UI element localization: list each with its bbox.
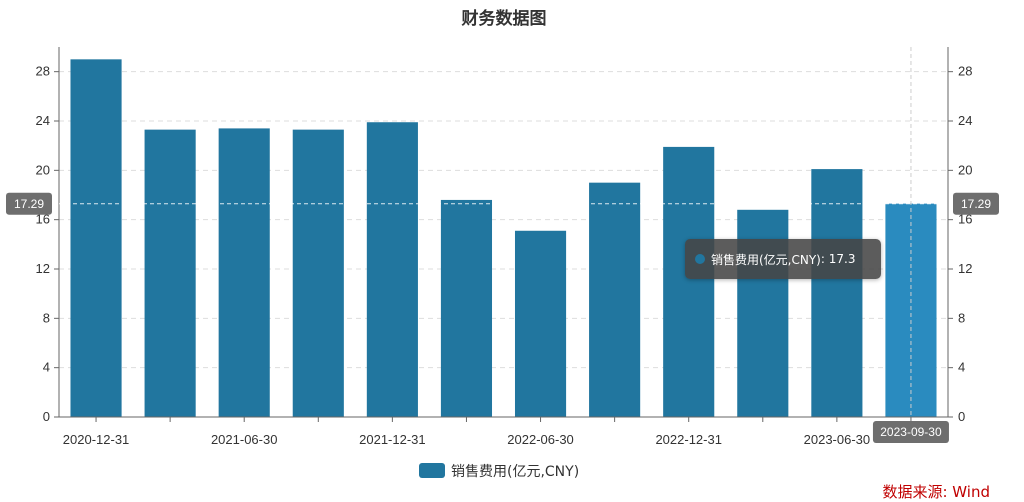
crosshair-y-badge [6, 192, 52, 215]
y-tick-label: 20 [36, 162, 50, 177]
legend[interactable]: 销售费用(亿元,CNY) [419, 463, 579, 480]
crosshair-x-badge [872, 421, 949, 443]
source-note: 数据来源: Wind [882, 483, 990, 501]
bar[interactable] [811, 169, 863, 417]
y-tick-label: 4 [43, 360, 50, 375]
crosshair-y-label-left: 17.29 [14, 197, 44, 211]
tooltip: 销售费用(亿元,CNY) : 17.3 [685, 239, 881, 279]
tooltip-series-name: 销售费用(亿元,CNY) [711, 252, 821, 267]
y-tick-label: 16 [36, 212, 50, 227]
y2-tick-label: 16 [958, 212, 972, 227]
x-tick-label: 2020-12-31 [63, 432, 130, 447]
axes: 0 0 4 4 8 8 12 12 16 16 20 20 24 24 28 28 2020-12-31 2021… [36, 47, 972, 447]
x-tick-label: 2023-06-30 [804, 432, 871, 447]
crosshair-y-label-right: 17.29 [961, 197, 991, 211]
crosshair: 17.29 17.29 2023-09-30 [6, 47, 999, 443]
x-tick-label: 2021-12-31 [359, 432, 426, 447]
y2-tick-label: 0 [958, 409, 965, 424]
tooltip-marker-icon [695, 254, 705, 264]
y2-tick-label: 24 [958, 113, 972, 128]
bar[interactable] [144, 129, 196, 417]
crosshair-y2-badge [953, 192, 999, 215]
bar[interactable] [292, 129, 344, 417]
bar[interactable] [663, 146, 715, 417]
y2-tick-label: 12 [958, 261, 972, 276]
bar[interactable] [440, 199, 493, 417]
y-tick-label: 28 [36, 64, 50, 79]
x-tick-label: 2022-12-31 [655, 432, 722, 447]
y-tick-label: 8 [43, 310, 50, 325]
chart-title: 财务数据图 [461, 8, 547, 29]
bar[interactable] [514, 230, 567, 417]
tooltip-value: 17.3 [828, 252, 856, 266]
y2-tick-label: 4 [958, 360, 965, 375]
tooltip-separator: : [820, 252, 829, 266]
y2-tick-label: 20 [958, 162, 972, 177]
crosshair-x-label: 2023-09-30 [880, 425, 942, 439]
bar[interactable] [70, 59, 122, 417]
y-tick-label: 12 [36, 261, 50, 276]
legend-label[interactable]: 销售费用(亿元,CNY) [451, 464, 579, 480]
bar[interactable] [218, 128, 270, 417]
legend-swatch[interactable] [419, 463, 445, 478]
y2-tick-label: 28 [958, 64, 972, 79]
y-tick-label: 24 [36, 113, 50, 128]
x-tick-label: 2021-06-30 [211, 432, 278, 447]
y-tick-label: 0 [43, 409, 50, 424]
bar[interactable] [589, 182, 641, 417]
y2-tick-label: 8 [958, 310, 965, 325]
bar[interactable] [366, 122, 418, 417]
x-tick-label: 2022-06-30 [507, 432, 574, 447]
